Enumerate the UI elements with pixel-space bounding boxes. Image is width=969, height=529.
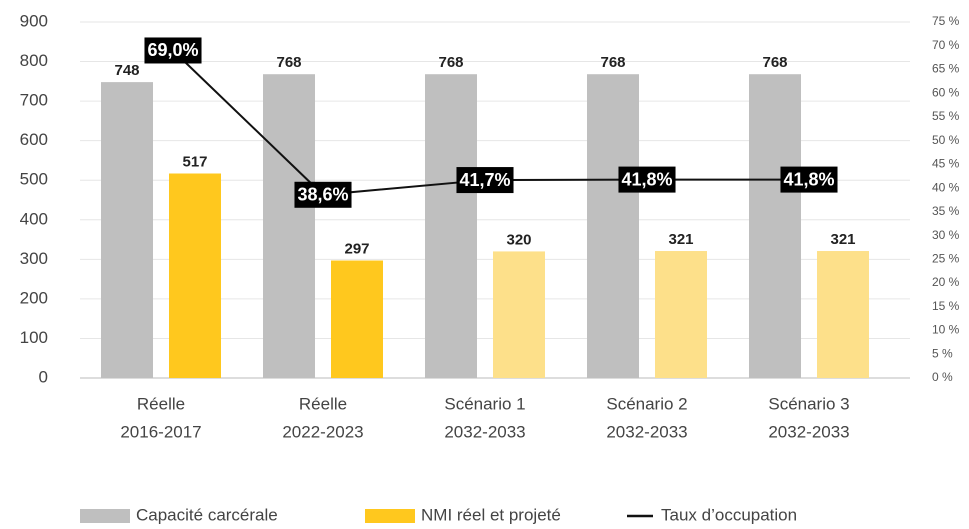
x-tick-label: Scénario 3: [768, 394, 849, 413]
y2-tick-label: 5 %: [932, 346, 953, 360]
legend-label: Capacité carcérale: [136, 505, 278, 524]
y2-tick-label: 55 %: [932, 109, 960, 123]
y2-tick-label: 30 %: [932, 228, 960, 242]
bar: [749, 74, 801, 379]
y-tick-label: 600: [20, 130, 48, 149]
y2-tick-label: 65 %: [932, 62, 960, 76]
line-value-label: 69,0%: [147, 40, 198, 60]
y-tick-label: 700: [20, 91, 48, 110]
line-value-label: 41,8%: [783, 169, 834, 189]
bar: [169, 173, 221, 378]
line-value-label: 41,8%: [621, 169, 672, 189]
bar-value-label: 297: [344, 240, 369, 257]
bar-value-label: 768: [276, 54, 301, 71]
y2-tick-label: 25 %: [932, 252, 960, 266]
y2-tick-label: 50 %: [932, 133, 960, 147]
legend-swatch: [80, 509, 130, 523]
bar: [587, 74, 639, 379]
legend-label: Taux d’occupation: [661, 505, 797, 524]
bar-value-label: 768: [762, 54, 787, 71]
y2-tick-label: 35 %: [932, 204, 960, 218]
x-tick-label: Scénario 2: [606, 394, 687, 413]
bar: [817, 251, 869, 378]
bar: [331, 260, 383, 378]
y-tick-label: 400: [20, 209, 48, 228]
x-tick-label: Scénario 1: [444, 394, 525, 413]
bar: [425, 74, 477, 379]
y-tick-label: 500: [20, 170, 48, 189]
y-tick-label: 200: [20, 288, 48, 307]
y2-tick-label: 20 %: [932, 275, 960, 289]
bar-value-label: 768: [438, 54, 463, 71]
y2-tick-label: 15 %: [932, 299, 960, 313]
x-tick-label: 2032-2033: [768, 422, 849, 441]
line-value-label: 38,6%: [297, 185, 348, 205]
bar: [493, 251, 545, 378]
y-tick-label: 300: [20, 249, 48, 268]
bar-value-label: 517: [182, 153, 207, 170]
bar-value-label: 768: [600, 54, 625, 71]
x-tick-label: 2022-2023: [282, 422, 363, 441]
y2-tick-label: 10 %: [932, 323, 960, 337]
y-tick-label: 800: [20, 51, 48, 70]
line-label-bg: [780, 166, 838, 193]
y2-tick-label: 40 %: [932, 180, 960, 194]
y2-tick-label: 45 %: [932, 157, 960, 171]
line-label-bg: [294, 181, 352, 208]
x-tick-label: 2032-2033: [606, 422, 687, 441]
bar: [101, 82, 153, 378]
x-tick-label: 2016-2017: [120, 422, 201, 441]
y-tick-label: 900: [20, 11, 48, 30]
bar: [263, 74, 315, 379]
x-tick-label: Réelle: [137, 394, 185, 413]
line-label-bg: [456, 167, 514, 194]
y2-tick-label: 60 %: [932, 85, 960, 99]
bar: [655, 251, 707, 378]
y2-tick-label: 0 %: [932, 370, 953, 384]
line-value-label: 41,7%: [459, 170, 510, 190]
bar-value-label: 748: [114, 62, 139, 79]
bar-value-label: 321: [668, 231, 693, 248]
line-label-bg: [144, 37, 202, 64]
y2-tick-label: 75 %: [932, 14, 960, 28]
x-tick-label: Réelle: [299, 394, 347, 413]
line-label-bg: [618, 166, 676, 193]
x-tick-label: 2032-2033: [444, 422, 525, 441]
y-tick-label: 0: [39, 367, 48, 386]
bar-value-label: 321: [830, 231, 855, 248]
bar-value-label: 320: [506, 231, 531, 248]
y2-tick-label: 70 %: [932, 38, 960, 52]
legend-label: NMI réel et projeté: [421, 505, 561, 524]
y-tick-label: 100: [20, 328, 48, 347]
legend-swatch: [365, 509, 415, 523]
